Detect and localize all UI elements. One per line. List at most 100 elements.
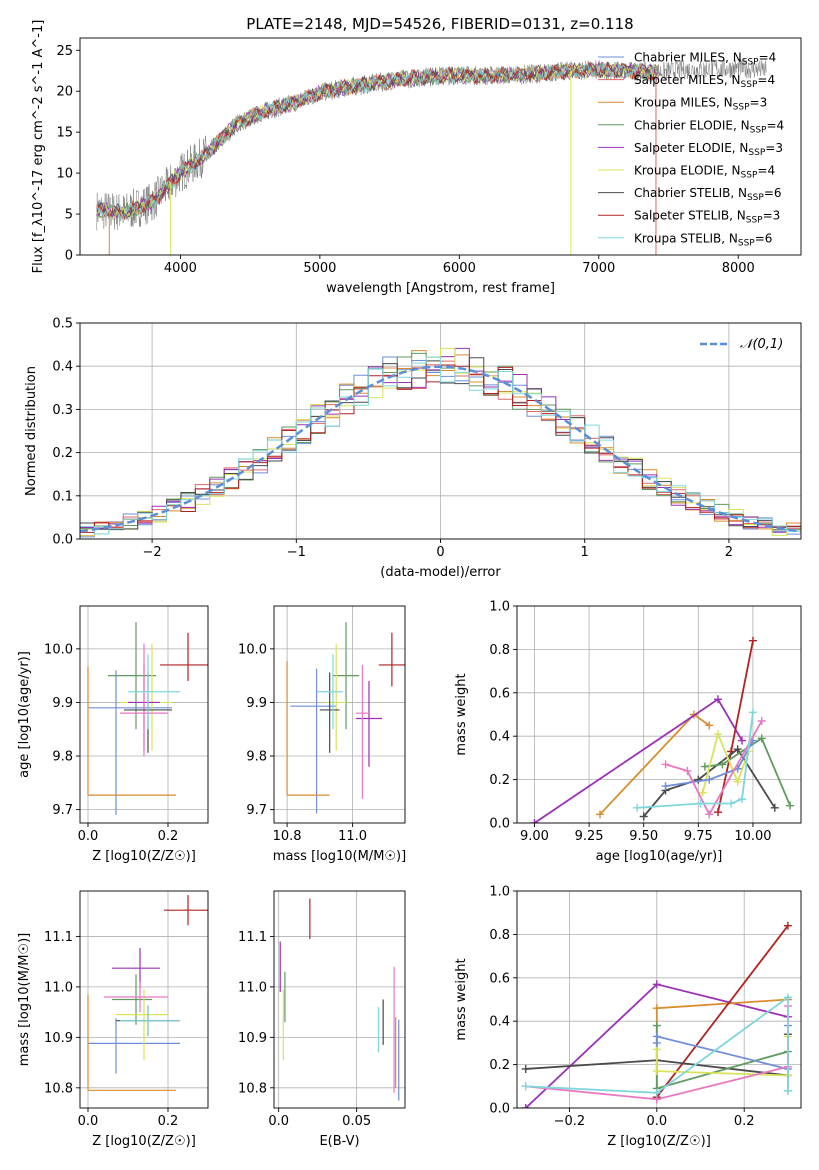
mass-weight-vs-Z-x-tick-label: −0.2 <box>554 1114 586 1129</box>
mass-vs-EBV-frame <box>273 890 406 1109</box>
age-vs-Z-x-axis-label: Z [log10(Z/Z☉)] <box>92 849 196 864</box>
mass-weight-vs-age-series-marker <box>705 721 714 730</box>
mass-weight-vs-Z-y-tick-label: 0.8 <box>489 928 510 943</box>
legend-label-3: Chabrier ELODIE, NSSP=4 <box>634 118 784 135</box>
mass-vs-EBV-y-tick-label: 10.8 <box>238 1081 267 1096</box>
mass-weight-vs-age-x-axis-label: age [log10(age/yr)] <box>596 849 723 864</box>
spectrum-y-tick-label: 25 <box>56 44 73 59</box>
spectrum-y-tick-label: 10 <box>56 167 73 182</box>
residuals-x-tick-label: −1 <box>287 545 306 560</box>
mass-weight-vs-age-series-marker <box>770 803 779 812</box>
spectrum-x-tick-label: 4000 <box>164 261 197 276</box>
mass-weight-vs-Z-x-tick-label: 0.2 <box>734 1114 755 1129</box>
mass-weight-vs-age-series-line-7 <box>665 720 763 817</box>
mass-weight-vs-age-series-marker <box>757 717 766 726</box>
mass-vs-Z-y-tick-label: 11.0 <box>44 980 73 995</box>
legend-label-0: Chabrier MILES, NSSP=4 <box>634 51 776 68</box>
mass-weight-vs-age-series-marker <box>698 788 707 797</box>
mass-weight-vs-age-plot-area <box>530 636 795 823</box>
mass-weight-vs-age-y-tick-label: 1.0 <box>489 600 510 615</box>
spectrum-title: PLATE=2148, MJD=54526, FIBERID=0131, z=0… <box>246 15 633 33</box>
mass-weight-vs-Z-y-tick-label: 0.4 <box>489 1015 510 1030</box>
mass-weight-vs-age-series-marker <box>596 810 605 819</box>
legend-label-5: Kroupa ELODIE, NSSP=4 <box>634 164 775 181</box>
residuals-panel: 𝒩(0,1) −2 −1 0 1 2 0.0 0.1 0.2 0.3 0.4 0.5 (data-mod… <box>24 317 802 580</box>
age-vs-Z-y-tick-label: 9.9 <box>52 696 73 711</box>
mass-weight-vs-age-frame <box>516 605 802 824</box>
mass-vs-Z-plot-area <box>87 895 208 1091</box>
mass-vs-EBV-y-tick-label: 10.9 <box>238 1031 267 1046</box>
age-vs-mass-plot-area <box>286 622 405 814</box>
residuals-y-axis-label: Normed distribution <box>24 366 39 496</box>
mass-weight-vs-age-x-tick-label: 9.50 <box>629 829 658 844</box>
mass-weight-vs-age-series-marker <box>694 775 703 784</box>
residuals-x-tick-label: 0 <box>436 545 444 560</box>
mass-weight-vs-Z-y-tick-label: 0.6 <box>489 971 510 986</box>
residuals-x-axis-label: (data-model)/error <box>380 565 501 580</box>
legend-label-6: Chabrier STELIB, NSSP=6 <box>634 186 782 203</box>
age-vs-Z-x-tick-label: 0.2 <box>158 829 179 844</box>
residuals-x-tick-label: 1 <box>581 545 589 560</box>
legend-label-7: Salpeter STELIB, NSSP=3 <box>634 209 780 226</box>
mass-weight-vs-age-series-marker <box>738 736 747 745</box>
mass-weight-vs-age-series-marker <box>696 799 705 808</box>
spectrum-x-tick-label: 8000 <box>722 261 755 276</box>
age-vs-Z-y-tick-label: 10.0 <box>44 642 73 657</box>
mass-weight-vs-age-series-marker <box>733 745 742 754</box>
mass-weight-vs-Z-series-marker <box>652 1067 661 1076</box>
mass-weight-vs-age-series-line-6 <box>665 740 754 788</box>
model-line-8 <box>96 62 658 221</box>
residuals-y-tick-label: 0.0 <box>52 533 73 548</box>
mass-vs-Z-y-tick-label: 11.1 <box>44 930 73 945</box>
age-vs-mass-y-tick-label: 10.0 <box>238 642 267 657</box>
legend-label-8: Kroupa STELIB, NSSP=6 <box>634 231 772 248</box>
age-vs-mass-y-tick-label: 9.7 <box>246 803 267 818</box>
mass-weight-vs-age-series-marker <box>713 730 722 739</box>
mass-vs-Z-y-tick-label: 10.8 <box>44 1081 73 1096</box>
age-vs-mass-x-tick-label: 10.8 <box>273 829 302 844</box>
mass-weight-vs-Z-y-tick-label: 0.0 <box>489 1102 510 1117</box>
age-vs-mass-y-tick-label: 9.8 <box>246 750 267 765</box>
mass-vs-Z-panel: 0.0 0.2 10.8 10.9 11.0 11.1 Z [log10(Z/Z☉)] mas… <box>17 890 209 1149</box>
mass-weight-vs-age-series-marker <box>530 819 539 823</box>
mass-vs-Z-x-axis-label: Z [log10(Z/Z☉)] <box>92 1134 196 1149</box>
mass-vs-Z-x-tick-label: 0.2 <box>158 1114 179 1129</box>
spectrum-y-axis-label: Flux [f_λ10^-17 erg cm^-2 s^-1 A^-1] <box>31 20 46 274</box>
mass-vs-Z-frame <box>79 890 209 1109</box>
legend-label-1: Salpeter MILES, NSSP=4 <box>634 73 775 90</box>
mass-weight-vs-age-series-marker <box>705 775 714 784</box>
residuals-y-tick-label: 0.5 <box>52 317 73 332</box>
mass-weight-vs-age-x-tick-label: 10.00 <box>734 829 771 844</box>
residuals-x-tick-label: −2 <box>143 545 162 560</box>
mass-weight-vs-age-y-tick-label: 0.8 <box>489 643 510 658</box>
mass-vs-EBV-x-tick-label: 0.0 <box>268 1114 289 1129</box>
mass-weight-vs-age-y-tick-label: 0.2 <box>489 773 510 788</box>
age-vs-Z-frame <box>79 605 209 824</box>
mass-vs-EBV-x-axis-label: E(B-V) <box>319 1134 359 1149</box>
spectrum-panel: Chabrier MILES, NSSP=4 Salpeter MILES, NS… <box>31 20 802 296</box>
age-vs-Z-plot-area <box>87 622 208 815</box>
legend-label-4: Salpeter ELODIE, NSSP=3 <box>634 141 783 158</box>
mass-weight-vs-age-x-tick-label: 9.25 <box>575 829 604 844</box>
spectrum-y-tick-label: 0 <box>65 249 73 264</box>
mass-vs-Z-y-tick-label: 10.9 <box>44 1031 73 1046</box>
mass-weight-vs-age-x-tick-label: 9.75 <box>684 829 713 844</box>
mass-weight-vs-age-y-tick-label: 0.0 <box>489 817 510 832</box>
age-vs-mass-x-tick-label: 11.0 <box>338 829 367 844</box>
legend-normal-label: 𝒩(0,1) <box>740 337 783 352</box>
mass-weight-vs-age-series-marker <box>733 777 742 786</box>
spectrum-plot-area <box>96 58 767 255</box>
age-vs-Z-y-tick-label: 9.7 <box>52 803 73 818</box>
mass-weight-vs-Z-plot-area <box>521 921 792 1108</box>
spectrum-y-tick-label: 5 <box>65 208 73 223</box>
mass-vs-EBV-x-tick-label: 0.05 <box>342 1114 371 1129</box>
spectrum-y-tick-label: 15 <box>56 126 73 141</box>
residuals-plot-area <box>80 347 801 538</box>
mass-weight-vs-age-series-marker <box>661 782 670 791</box>
histogram-step-5 <box>80 347 801 537</box>
age-vs-mass-panel: 10.8 11.0 9.7 9.8 9.9 10.0 mass [log10(M/M☉)] <box>238 605 406 864</box>
mass-weight-vs-Z-x-axis-label: Z [log10(Z/Z☉)] <box>607 1134 711 1149</box>
mass-vs-EBV-panel: 0.0 0.05 10.8 10.9 11.0 11.1 E(B-V) <box>238 890 406 1149</box>
spectrum-x-tick-label: 7000 <box>582 261 615 276</box>
